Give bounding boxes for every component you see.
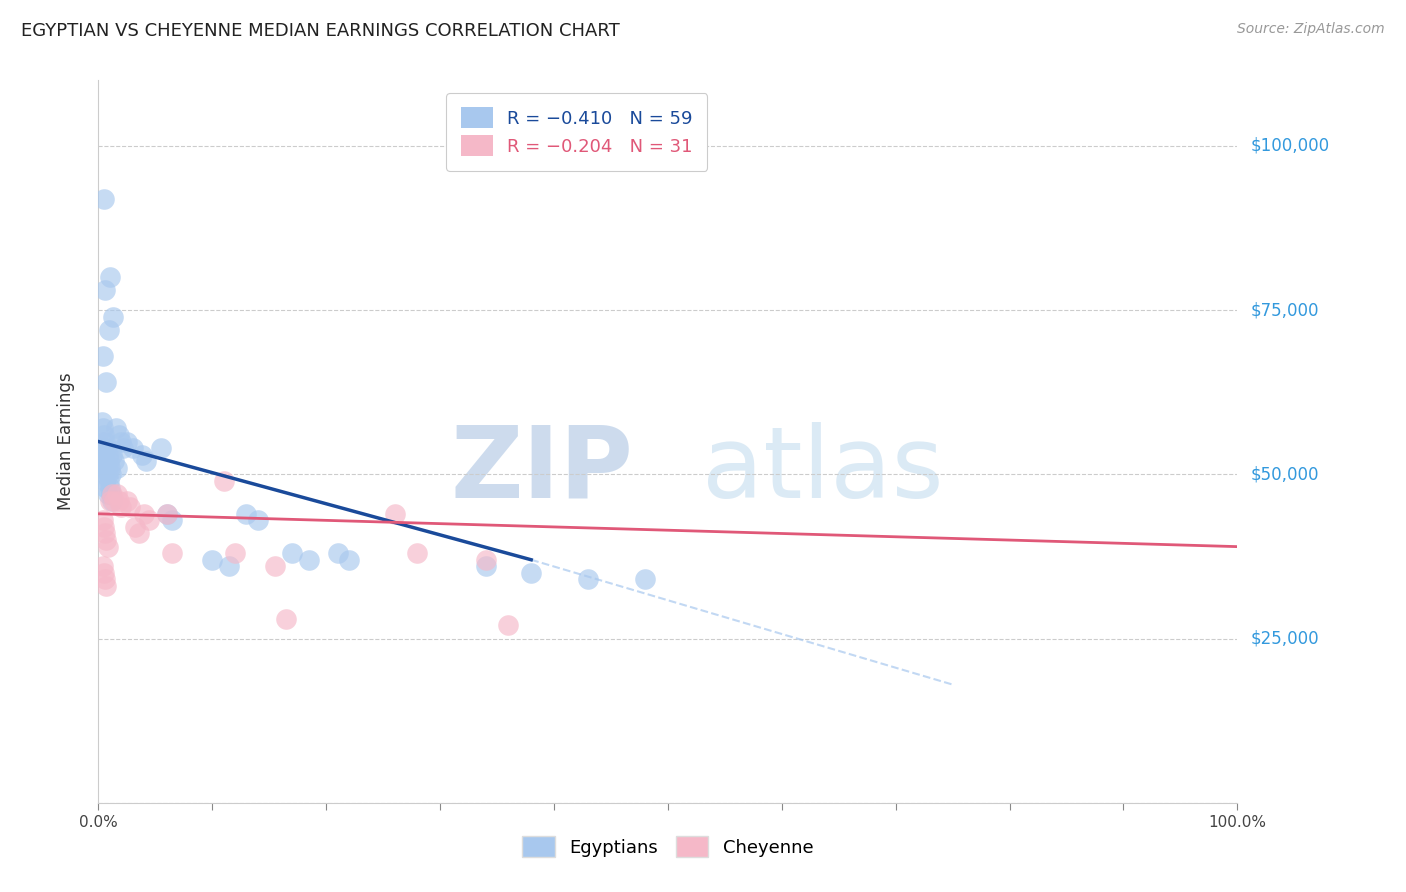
Point — [156, 507, 179, 521]
Text: atlas: atlas — [702, 422, 943, 519]
Point — [276, 612, 298, 626]
Point — [91, 559, 114, 574]
Point — [150, 441, 173, 455]
Point — [96, 481, 118, 495]
Point — [94, 573, 117, 587]
Point — [91, 513, 114, 527]
Point — [97, 474, 120, 488]
Point — [93, 520, 115, 534]
Y-axis label: Median Earnings: Median Earnings — [56, 373, 75, 510]
Point — [264, 559, 287, 574]
Point — [212, 474, 235, 488]
Point — [96, 460, 118, 475]
Point — [94, 454, 117, 468]
Point — [91, 460, 114, 475]
Point — [112, 441, 135, 455]
Point — [124, 520, 146, 534]
Point — [96, 540, 118, 554]
Point — [406, 546, 429, 560]
Point — [101, 487, 124, 501]
Point — [96, 579, 118, 593]
Point — [246, 513, 269, 527]
Point — [91, 421, 114, 435]
Point — [97, 323, 120, 337]
Point — [115, 493, 138, 508]
Point — [520, 566, 543, 580]
Text: ZIP: ZIP — [451, 422, 634, 519]
Point — [128, 526, 150, 541]
Point — [498, 618, 520, 632]
Text: Source: ZipAtlas.com: Source: ZipAtlas.com — [1237, 22, 1385, 37]
Point — [103, 454, 125, 468]
Point — [326, 546, 349, 560]
Point — [90, 415, 112, 429]
Point — [103, 310, 125, 324]
Point — [94, 434, 117, 449]
Point — [91, 349, 114, 363]
Point — [93, 467, 115, 482]
Text: EGYPTIAN VS CHEYENNE MEDIAN EARNINGS CORRELATION CHART: EGYPTIAN VS CHEYENNE MEDIAN EARNINGS COR… — [21, 22, 620, 40]
Text: $75,000: $75,000 — [1251, 301, 1319, 319]
Legend: Egyptians, Cheyenne: Egyptians, Cheyenne — [513, 827, 823, 866]
Point — [93, 192, 115, 206]
Point — [101, 448, 124, 462]
Point — [94, 526, 117, 541]
Point — [474, 559, 496, 574]
Point — [103, 493, 125, 508]
Point — [110, 500, 132, 515]
Point — [224, 546, 246, 560]
Point — [156, 507, 179, 521]
Point — [94, 284, 117, 298]
Point — [93, 566, 115, 580]
Point — [108, 428, 131, 442]
Point — [96, 441, 118, 455]
Point — [100, 487, 122, 501]
Point — [337, 553, 360, 567]
Text: $50,000: $50,000 — [1251, 466, 1319, 483]
Point — [93, 448, 115, 462]
Point — [281, 546, 304, 560]
Point — [98, 460, 121, 475]
Point — [91, 441, 114, 455]
Point — [94, 474, 117, 488]
Point — [135, 454, 157, 468]
Point — [120, 500, 142, 515]
Point — [384, 507, 406, 521]
Point — [96, 533, 118, 547]
Point — [138, 513, 160, 527]
Point — [634, 573, 657, 587]
Point — [96, 467, 118, 482]
Point — [98, 270, 121, 285]
Point — [108, 493, 131, 508]
Point — [218, 559, 240, 574]
Point — [576, 573, 599, 587]
Point — [93, 428, 115, 442]
Point — [105, 487, 128, 501]
Point — [235, 507, 257, 521]
Point — [162, 546, 184, 560]
Point — [474, 553, 496, 567]
Text: $25,000: $25,000 — [1251, 630, 1320, 648]
Point — [131, 448, 153, 462]
Point — [100, 467, 122, 482]
Point — [298, 553, 321, 567]
Point — [90, 454, 112, 468]
Point — [121, 441, 143, 455]
Point — [105, 460, 128, 475]
Point — [96, 448, 118, 462]
Point — [90, 434, 112, 449]
Point — [104, 421, 127, 435]
Point — [110, 434, 132, 449]
Point — [132, 507, 155, 521]
Point — [97, 454, 120, 468]
Point — [201, 553, 224, 567]
Point — [98, 481, 121, 495]
Point — [101, 493, 124, 508]
Text: $100,000: $100,000 — [1251, 137, 1330, 155]
Point — [96, 376, 118, 390]
Point — [115, 434, 138, 449]
Point — [98, 493, 121, 508]
Point — [96, 487, 118, 501]
Point — [162, 513, 184, 527]
